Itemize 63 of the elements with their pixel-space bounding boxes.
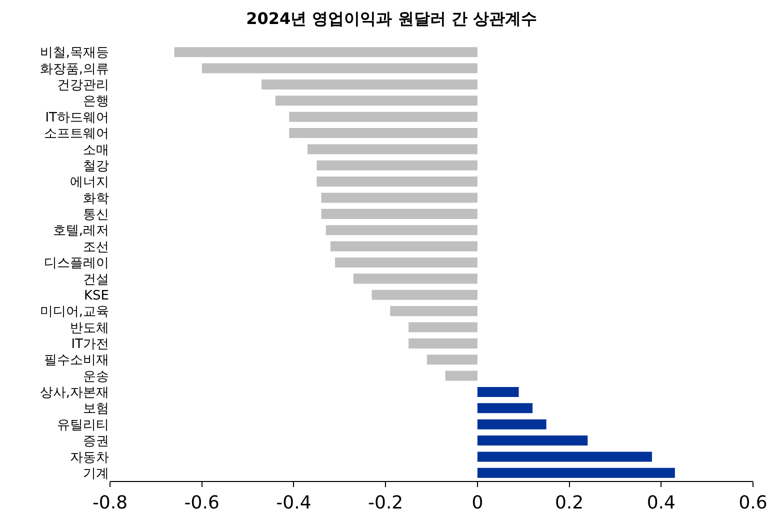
- bar: [477, 386, 519, 397]
- y-tick-label: 운송: [83, 369, 109, 384]
- y-tick-label: 유틸리티: [57, 418, 109, 433]
- y-tick-label: 증권: [83, 434, 109, 450]
- bar: [477, 419, 546, 430]
- bar: [390, 306, 478, 316]
- bar: [330, 241, 478, 252]
- x-tick-label: -0.2: [368, 492, 404, 513]
- y-tick-label: 상사,자본재: [40, 386, 109, 401]
- y-tick-label: 소프트웨어: [44, 126, 109, 142]
- bar: [262, 79, 478, 90]
- bar: [326, 225, 478, 236]
- bar: [289, 112, 478, 122]
- y-tick-label: 철강: [83, 158, 109, 174]
- bar: [289, 128, 478, 138]
- bar: [477, 452, 652, 462]
- bar: [174, 47, 478, 58]
- bar: [321, 208, 478, 219]
- y-tick-label: IT하드웨어: [45, 110, 109, 126]
- y-tick-label: KSE: [84, 288, 109, 304]
- x-tick-label: -0.8: [92, 492, 128, 513]
- bar: [202, 63, 478, 74]
- x-tick-label: 0: [472, 492, 484, 513]
- bar: [353, 274, 478, 284]
- x-tick-label: 0.4: [646, 492, 676, 513]
- y-tick-label: 통신: [83, 207, 109, 222]
- y-tick-label: 소매: [83, 142, 109, 158]
- bar: [426, 354, 478, 365]
- bar: [408, 322, 478, 332]
- y-tick-label: 비철,목재등: [40, 46, 109, 61]
- bar: [477, 436, 588, 446]
- x-tick-label: 0.6: [738, 492, 768, 513]
- chart-title: 2024년 영업이익과 원달러 간 상관계수: [246, 9, 537, 28]
- bar: [316, 176, 478, 187]
- bar: [321, 192, 478, 203]
- x-tick-label: -0.6: [184, 492, 220, 513]
- bar: [335, 257, 478, 268]
- bar: [372, 290, 478, 300]
- bar: [445, 370, 478, 381]
- y-tick-label: 은행: [83, 94, 109, 110]
- bar: [408, 338, 478, 348]
- bar: [275, 96, 478, 106]
- y-tick-label: 건설: [83, 272, 109, 288]
- y-tick-label: 디스플레이: [44, 256, 109, 272]
- y-tick-label: 화학: [83, 191, 109, 206]
- y-tick-label: 기계: [83, 466, 109, 482]
- y-tick-label: 에너지: [70, 175, 109, 190]
- bar: [477, 468, 675, 478]
- y-tick-label: 필수소비재: [44, 353, 109, 368]
- bar: [316, 160, 478, 170]
- bar: [307, 144, 478, 154]
- y-tick-label: 호텔,레저: [52, 224, 109, 239]
- y-tick-label: 반도체: [70, 320, 109, 336]
- bar: [477, 403, 533, 414]
- y-tick-label: 화장품,의류: [40, 62, 109, 77]
- y-tick-label: 조선: [83, 240, 109, 255]
- y-tick-label: 자동차: [70, 450, 109, 466]
- y-tick-label: IT가전: [71, 336, 109, 352]
- y-tick-label: 보험: [83, 402, 109, 417]
- x-tick-label: -0.4: [276, 492, 312, 513]
- y-tick-label: 건강관리: [57, 78, 109, 94]
- y-tick-label: 미디어,교육: [40, 304, 109, 320]
- x-tick-label: 0.2: [554, 492, 584, 513]
